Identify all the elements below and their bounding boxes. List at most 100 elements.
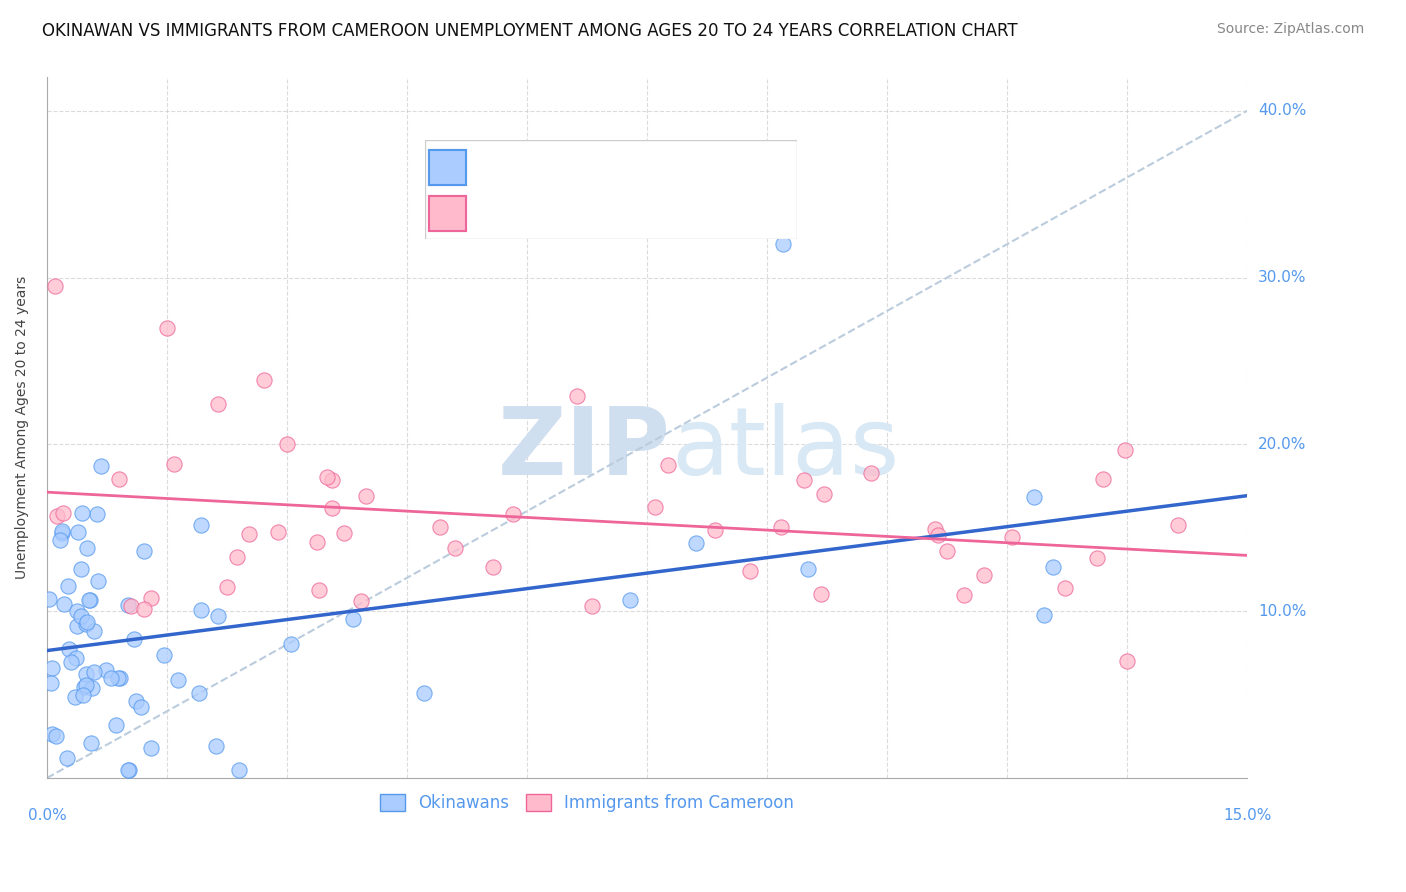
- Point: [70, 609, 93, 624]
- Point: [190, 518, 212, 533]
- Point: [321, 473, 343, 487]
- Point: [51, 524, 73, 539]
- Point: [80, 736, 103, 750]
- Point: [704, 523, 727, 537]
- Point: [657, 458, 679, 472]
- Text: ZIP: ZIP: [498, 402, 671, 495]
- Point: [132, 544, 155, 558]
- Point: [204, 739, 226, 754]
- Point: [770, 520, 793, 534]
- Point: [83, 624, 105, 638]
- Point: [342, 612, 364, 626]
- Point: [215, 580, 238, 594]
- Point: [87, 574, 110, 588]
- Point: [482, 560, 505, 574]
- Point: [190, 603, 212, 617]
- Text: 20.0%: 20.0%: [1258, 437, 1306, 452]
- Point: [141, 741, 163, 756]
- Point: [207, 397, 229, 411]
- Text: 10.0%: 10.0%: [1258, 604, 1306, 619]
- Text: 15.0%: 15.0%: [1223, 808, 1271, 823]
- Point: [70, 507, 93, 521]
- Text: OKINAWAN VS IMMIGRANTS FROM CAMEROON UNEMPLOYMENT AMONG AGES 20 TO 24 YEARS CORR: OKINAWAN VS IMMIGRANTS FROM CAMEROON UNE…: [42, 22, 1018, 40]
- Point: [76, 541, 98, 555]
- Point: [332, 526, 354, 541]
- Point: [1116, 654, 1139, 668]
- Point: [120, 599, 142, 614]
- Point: [307, 534, 329, 549]
- Point: [619, 593, 641, 607]
- Point: [125, 693, 148, 707]
- Point: [1092, 472, 1115, 486]
- Point: [72, 688, 94, 702]
- Point: [1053, 581, 1076, 595]
- Point: [813, 486, 835, 500]
- Point: [1042, 559, 1064, 574]
- Point: [644, 500, 666, 514]
- Point: [38, 591, 60, 606]
- Point: [66, 525, 89, 540]
- Point: [321, 501, 343, 516]
- Point: [1114, 442, 1136, 457]
- Point: [356, 489, 378, 503]
- Point: [207, 608, 229, 623]
- Point: [685, 535, 707, 549]
- Point: [129, 700, 152, 714]
- Point: [100, 671, 122, 685]
- Point: [1033, 608, 1056, 623]
- Point: [860, 467, 883, 481]
- Point: [253, 373, 276, 387]
- Point: [66, 605, 89, 619]
- Point: [45, 508, 67, 523]
- Point: [51, 526, 73, 541]
- Text: 40.0%: 40.0%: [1258, 103, 1306, 119]
- Point: [412, 686, 434, 700]
- Point: [41, 676, 63, 690]
- Point: [429, 520, 451, 534]
- Point: [118, 763, 141, 777]
- Point: [141, 591, 163, 606]
- Point: [350, 594, 373, 608]
- Point: [107, 671, 129, 685]
- Point: [927, 527, 949, 541]
- Point: [1001, 530, 1024, 544]
- Point: [65, 651, 87, 665]
- Point: [86, 507, 108, 521]
- Point: [45, 729, 67, 743]
- Text: Source: ZipAtlas.com: Source: ZipAtlas.com: [1216, 22, 1364, 37]
- Point: [973, 567, 995, 582]
- Text: atlas: atlas: [671, 402, 900, 495]
- Point: [316, 470, 339, 484]
- Point: [187, 686, 209, 700]
- Point: [44, 279, 66, 293]
- Point: [52, 506, 75, 520]
- Point: [73, 681, 96, 695]
- Point: [810, 587, 832, 601]
- Point: [772, 237, 794, 252]
- Point: [152, 648, 174, 662]
- Point: [75, 667, 97, 681]
- Legend: Okinawans, Immigrants from Cameroon: Okinawans, Immigrants from Cameroon: [373, 787, 801, 819]
- Point: [56, 751, 79, 765]
- Point: [276, 437, 298, 451]
- Point: [797, 562, 820, 576]
- Point: [1087, 550, 1109, 565]
- Point: [41, 727, 63, 741]
- Point: [1167, 518, 1189, 533]
- Point: [581, 599, 603, 614]
- Point: [80, 681, 103, 695]
- Point: [56, 579, 79, 593]
- Point: [156, 320, 179, 334]
- Point: [90, 459, 112, 474]
- Point: [502, 507, 524, 521]
- Point: [75, 678, 97, 692]
- Point: [108, 671, 131, 685]
- Point: [77, 592, 100, 607]
- Point: [60, 656, 83, 670]
- Point: [935, 544, 957, 558]
- Point: [58, 642, 80, 657]
- Point: [79, 593, 101, 607]
- Y-axis label: Unemployment Among Ages 20 to 24 years: Unemployment Among Ages 20 to 24 years: [15, 276, 30, 579]
- Point: [1024, 490, 1046, 504]
- Point: [117, 598, 139, 612]
